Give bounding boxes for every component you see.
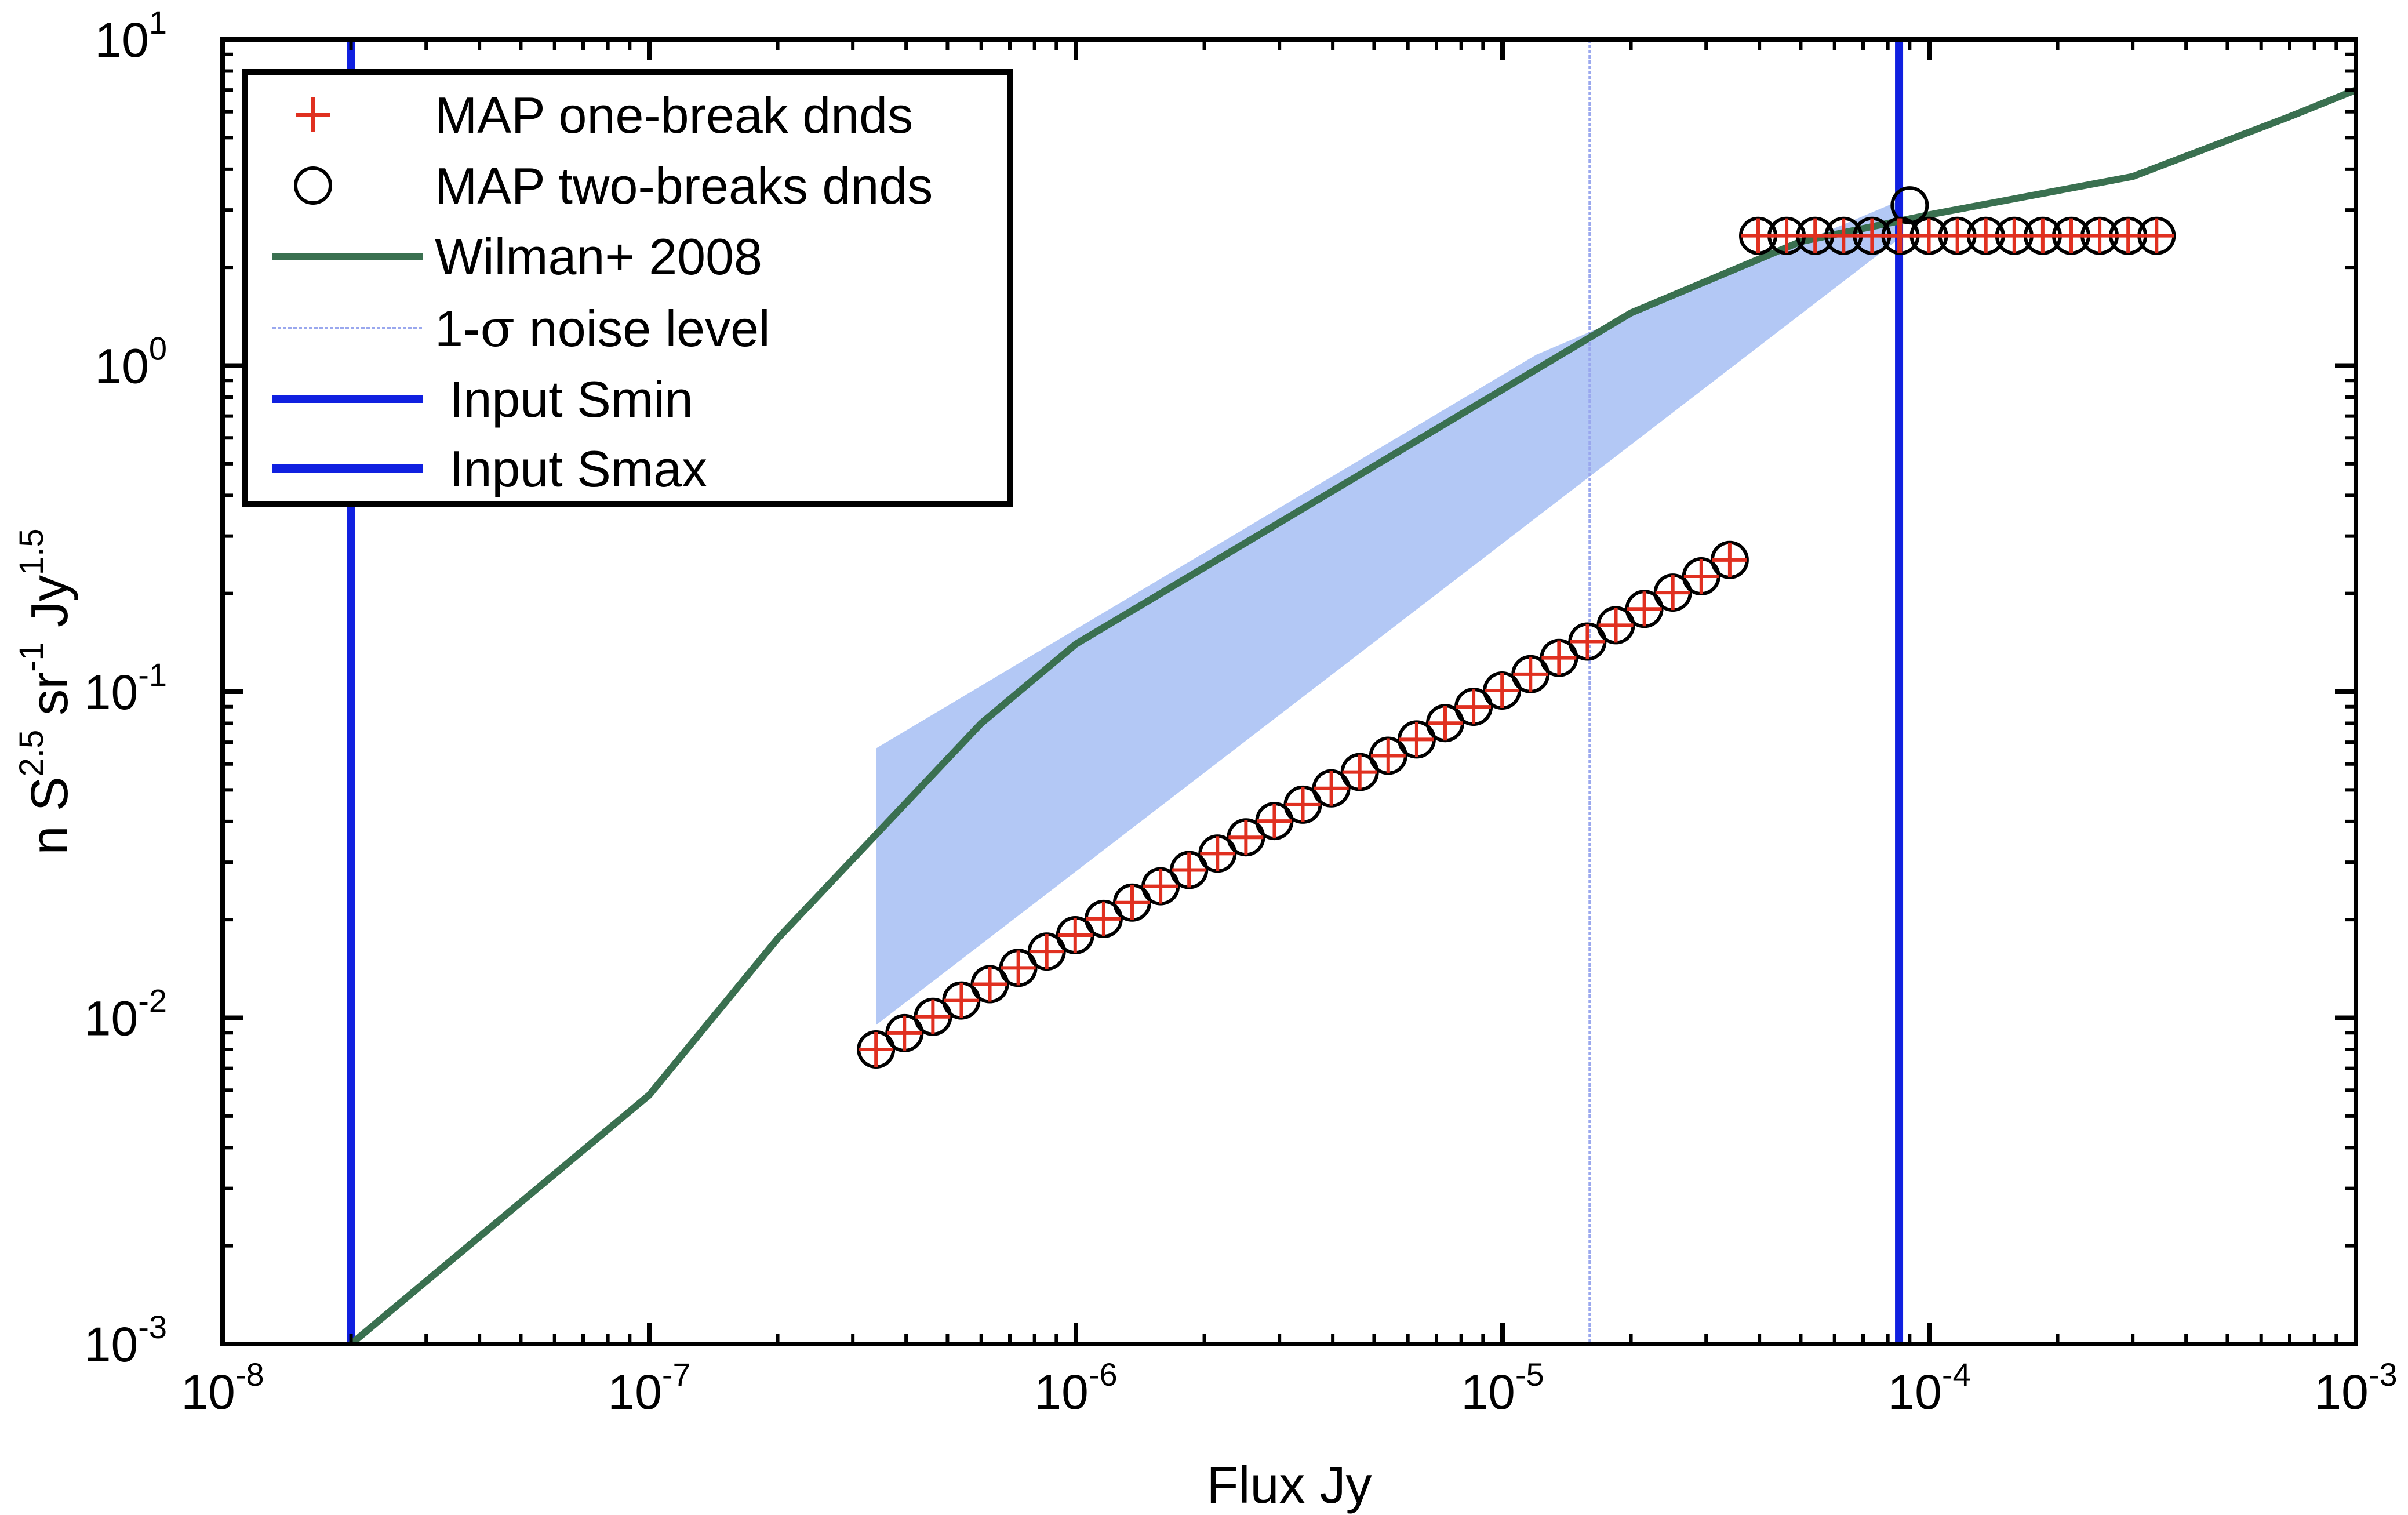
legend-circle-marker bbox=[294, 166, 332, 205]
legend-label-noise: 1-σ noise level bbox=[435, 299, 770, 358]
y-title-exp1: 2.5 bbox=[13, 730, 50, 777]
one-break-point-17 bbox=[1342, 754, 1377, 790]
legend: MAP one-break dnds MAP two-breaks dnds W… bbox=[242, 69, 1013, 507]
y-tick-label: 10-1 bbox=[84, 656, 167, 720]
x-tick-label: 10-3 bbox=[2314, 1356, 2397, 1419]
legend-entry-smax: Input Smax bbox=[272, 440, 707, 497]
legend-entry-one-break: MAP one-break dnds bbox=[296, 86, 913, 144]
svg-text:n S2.5 sr-1 Jy1.5: n S2.5 sr-1 Jy1.5 bbox=[13, 529, 79, 855]
x-tick-label: 10-8 bbox=[181, 1356, 264, 1419]
one-break-point-10 bbox=[1143, 869, 1178, 904]
one-break-point-7 bbox=[1057, 918, 1093, 953]
one-break-point-29 bbox=[1683, 558, 1719, 594]
one-break-point-9 bbox=[1114, 885, 1150, 920]
y-tick-label: 101 bbox=[94, 4, 167, 67]
one-break-point-0 bbox=[859, 1032, 894, 1067]
one-break-point-20 bbox=[1427, 706, 1463, 741]
one-break-point-13 bbox=[1228, 820, 1264, 855]
legend-entry-smin: Input Smin bbox=[272, 370, 693, 428]
one-break-point-27 bbox=[1627, 591, 1662, 627]
legend-entry-wilman: Wilman+ 2008 bbox=[272, 228, 762, 285]
legend-entry-noise: 1-σ noise level bbox=[272, 299, 770, 358]
x-axis-title: Flux Jy bbox=[1206, 1456, 1372, 1514]
x-tick-label: 10-6 bbox=[1034, 1356, 1117, 1419]
one-break-point-5 bbox=[1001, 950, 1036, 986]
one-break-point-11 bbox=[1172, 852, 1207, 888]
y-title-exp2: -1 bbox=[13, 642, 50, 672]
one-break-point-46 bbox=[1882, 218, 1917, 253]
one-break-point-28 bbox=[1655, 575, 1690, 611]
legend-entry-two-breaks: MAP two-breaks dnds bbox=[294, 157, 933, 215]
one-break-point-6 bbox=[1029, 934, 1064, 969]
one-break-point-22 bbox=[1485, 673, 1520, 708]
one-break-point-18 bbox=[1370, 738, 1406, 773]
y-title-exp3: 1.5 bbox=[13, 529, 50, 576]
y-title-mid: sr bbox=[21, 672, 79, 730]
y-axis-title: n S2.5 sr-1 Jy1.5 bbox=[13, 529, 79, 855]
one-break-point-2 bbox=[915, 999, 951, 1034]
y-title-lead: n S bbox=[21, 776, 79, 855]
one-break-point-15 bbox=[1285, 787, 1321, 822]
y-title-tail: Jy bbox=[21, 575, 79, 642]
shaded-uncertainty-region bbox=[876, 201, 1900, 1025]
legend-label-one-break: MAP one-break dnds bbox=[435, 86, 913, 144]
one-break-point-1 bbox=[887, 1015, 922, 1051]
x-tick-label: 10-7 bbox=[608, 1356, 690, 1419]
x-tick-label: 10-5 bbox=[1461, 1356, 1544, 1419]
one-break-point-23 bbox=[1513, 656, 1548, 692]
one-break-point-3 bbox=[944, 983, 979, 1018]
y-tick-label: 10-3 bbox=[84, 1309, 167, 1372]
y-tick-label: 100 bbox=[94, 330, 167, 394]
one-break-point-14 bbox=[1257, 804, 1292, 839]
two-breaks-point-46 bbox=[1890, 186, 1929, 225]
series-wilman-2008 bbox=[348, 86, 2356, 1344]
legend-label-wilman: Wilman+ 2008 bbox=[435, 228, 762, 285]
one-break-point-12 bbox=[1200, 836, 1235, 871]
one-break-point-26 bbox=[1598, 608, 1634, 643]
one-break-point-16 bbox=[1314, 771, 1349, 806]
legend-box bbox=[242, 69, 1013, 507]
legend-label-smax: Input Smax bbox=[449, 440, 707, 497]
y-tick-label: 10-2 bbox=[84, 983, 167, 1046]
one-break-point-4 bbox=[972, 967, 1007, 1002]
legend-label-smin: Input Smin bbox=[449, 370, 693, 428]
one-break-point-24 bbox=[1541, 640, 1577, 675]
one-break-point-30 bbox=[1712, 542, 1747, 577]
one-break-point-21 bbox=[1456, 689, 1492, 725]
one-break-point-25 bbox=[1570, 624, 1605, 659]
one-break-point-45 bbox=[2139, 218, 2174, 253]
legend-label-two-breaks: MAP two-breaks dnds bbox=[435, 157, 933, 215]
x-tick-label: 10-4 bbox=[1887, 1356, 1970, 1419]
axes: 10-8 10-7 10-6 10-5 10-4 10-3 10-3 10-2 10-1 100 1… bbox=[84, 4, 2398, 1419]
one-break-point-8 bbox=[1086, 901, 1121, 936]
one-break-point-19 bbox=[1399, 722, 1434, 757]
